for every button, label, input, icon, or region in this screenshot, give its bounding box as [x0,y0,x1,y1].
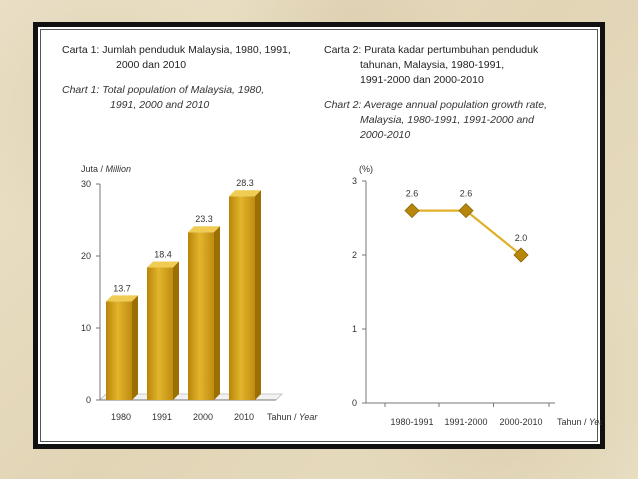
line-x-axis-label: Tahun / Year [557,417,602,427]
chart2-title-en-line3: 2000-2010 [360,129,411,141]
bar-y-tick-label: 0 [86,395,91,405]
bar-chart: Juta / Million 0 10 20 30 13.7 1980 18.4 1991 23.… [81,164,318,422]
bar-data-label: 13.7 [113,283,131,293]
chart1-title-en-line1: Chart 1: Total population of Malaysia, 1… [62,84,265,96]
chart2-title-ms-line2: tahunan, Malaysia, 1980-1991, [360,59,505,71]
bar-y-tick-label: 10 [81,323,91,333]
bar-y-tick-label: 20 [81,251,91,261]
bar-top-face [188,226,220,233]
line-x-tick-label: 2000-2010 [499,417,542,427]
bar-data-label: 18.4 [154,250,172,260]
bar-top-face [147,261,179,268]
line-data-label: 2.0 [515,233,528,243]
chart2-title-en-line2: Malaysia, 1980-1991, 1991-2000 and [360,114,534,126]
bar [229,196,255,400]
bar-x-tick-label: 2010 [234,412,254,422]
bar-top-face [106,295,138,302]
chart-frame: Carta 1: Jumlah penduduk Malaysia, 1980,… [33,22,605,449]
bar-x-tick-label: 1991 [152,412,172,422]
bar-x-axis-label: Tahun / Year [267,412,318,422]
line-y-tick-label: 0 [352,398,357,408]
chart2-title-ms-line3: 1991-2000 dan 2000-2010 [360,74,484,86]
bar-data-label: 23.3 [195,214,213,224]
chart2-title-en-line1: Chart 2: Average annual population growt… [324,99,547,111]
line-y-tick-label: 2 [352,250,357,260]
chart2-title-ms-line1: Carta 2: Purata kadar pertumbuhan pendud… [324,44,539,56]
chart1-title-en-line2: 1991, 2000 and 2010 [110,99,210,111]
chart1-title-block: Carta 1: Jumlah penduduk Malaysia, 1980,… [62,43,291,113]
line-data-label: 2.6 [460,189,473,199]
bar-side-face [132,295,138,400]
line-y-axis-label: (%) [359,164,373,174]
bar-side-face [173,261,179,400]
frame-inner-border [40,29,598,442]
bar-top-face [229,190,261,197]
line-x-tick-label: 1980-1991 [390,417,433,427]
bar-data-label: 28.3 [236,178,254,188]
chart2-title-block: Carta 2: Purata kadar pertumbuhan pendud… [324,43,547,143]
line-marker [513,247,529,263]
chart1-title-ms-line2: 2000 dan 2010 [116,59,187,71]
bar-side-face [255,190,261,400]
chart1-title-ms-line1: Carta 1: Jumlah penduduk Malaysia, 1980,… [62,44,291,56]
line-marker [458,203,474,219]
line-marker [404,203,420,219]
line-y-tick-label: 1 [352,324,357,334]
bar [147,267,173,400]
bar [188,232,214,400]
line-data-label: 2.6 [406,189,419,199]
bar-side-face [214,226,220,400]
bar-y-axis-label: Juta / Million [81,164,131,174]
line-y-tick-label: 3 [352,176,357,186]
line-x-tick-label: 1991-2000 [444,417,487,427]
bar-x-tick-label: 2000 [193,412,213,422]
bar-y-tick-label: 30 [81,179,91,189]
bar [106,301,132,400]
bar-x-tick-label: 1980 [111,412,131,422]
line-chart: (%) 0 1 2 3 2.6 1980-1991 2.6 1991-2000 2.0 2000-2… [352,164,602,427]
